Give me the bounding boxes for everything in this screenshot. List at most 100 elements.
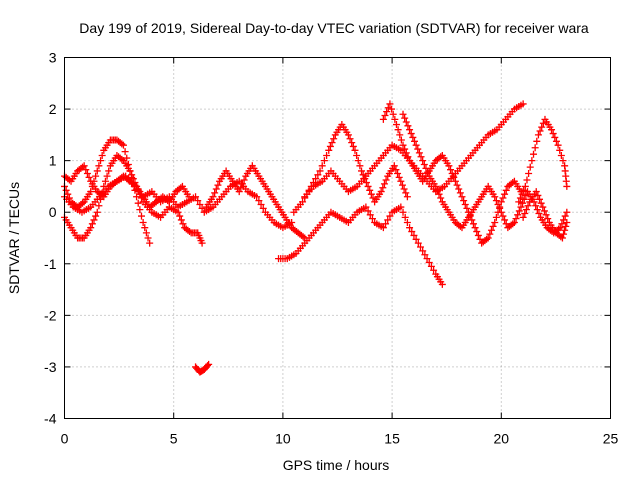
data-point (509, 220, 517, 228)
data-point (453, 181, 461, 189)
data-point (523, 176, 531, 184)
data-point (414, 239, 422, 247)
series-track-g (275, 203, 446, 288)
data-point (538, 123, 546, 131)
data-point (198, 204, 206, 212)
data-point (427, 262, 435, 270)
data-point (450, 173, 458, 181)
data-point (518, 190, 526, 198)
data-point (512, 215, 520, 223)
data-point (519, 199, 527, 207)
data-point (394, 170, 402, 178)
data-point (433, 186, 441, 194)
data-point (312, 175, 320, 183)
data-point (483, 235, 491, 243)
data-point (535, 210, 543, 218)
data-point (85, 173, 93, 181)
data-point (356, 162, 364, 170)
data-point (382, 220, 390, 228)
data-point (390, 162, 398, 170)
data-point (364, 182, 372, 190)
data-point (514, 211, 522, 219)
data-point (362, 179, 370, 187)
data-point (463, 204, 471, 212)
data-point (519, 100, 527, 108)
data-point (391, 115, 399, 123)
data-point (259, 204, 267, 212)
chart-title: Day 199 of 2019, Sidereal Day-to-day VTE… (79, 20, 589, 36)
grid-layer (64, 57, 611, 419)
data-point (211, 189, 219, 197)
data-point (323, 151, 331, 159)
data-point (445, 162, 453, 170)
data-point (531, 144, 539, 152)
data-point (257, 200, 265, 208)
y-tick-label: 2 (49, 101, 57, 117)
data-point (451, 177, 459, 185)
y-tick-label: -4 (44, 411, 57, 427)
data-point (369, 194, 377, 202)
data-point (386, 100, 394, 108)
data-point (344, 131, 352, 139)
data-point (177, 184, 185, 192)
data-point (121, 148, 129, 156)
data-point (419, 157, 427, 165)
data-point (532, 202, 540, 210)
data-point (419, 247, 427, 255)
data-point (402, 118, 410, 126)
data-point (383, 108, 391, 116)
data-point (299, 198, 307, 206)
data-point (489, 222, 497, 230)
data-point (176, 212, 184, 220)
data-point (522, 191, 530, 199)
data-point (554, 141, 562, 149)
data-point (214, 181, 222, 189)
data-point (90, 216, 98, 224)
data-point (318, 162, 326, 170)
data-point (353, 151, 361, 159)
plot-frame (64, 57, 611, 419)
data-point (409, 133, 417, 141)
data-point (539, 203, 547, 211)
data-point (141, 224, 149, 232)
data-point (198, 239, 206, 247)
data-point (563, 219, 571, 227)
data-point (521, 182, 529, 190)
data-point (346, 135, 354, 143)
data-point (494, 200, 502, 208)
data-point (65, 176, 73, 184)
data-point (364, 207, 372, 215)
data-point (139, 219, 147, 227)
data-point (510, 219, 518, 227)
x-tick-label: 10 (275, 431, 291, 447)
data-point (561, 226, 569, 234)
data-point (400, 185, 408, 193)
data-point (491, 219, 499, 227)
data-point (394, 126, 402, 134)
data-point (437, 194, 445, 202)
series-track-a (61, 136, 154, 247)
data-point (97, 157, 105, 165)
series-track-k (399, 110, 571, 237)
data-point (144, 234, 152, 242)
data-point (398, 181, 406, 189)
data-point (397, 203, 405, 211)
data-point (509, 179, 517, 187)
x-tick-label: 25 (603, 431, 619, 447)
data-point (404, 153, 412, 161)
data-point (526, 163, 534, 171)
data-point (487, 226, 495, 234)
data-point (423, 255, 431, 263)
data-point (408, 228, 416, 236)
data-point (105, 167, 113, 175)
y-tick-label: -2 (44, 307, 57, 323)
data-point (403, 219, 411, 227)
data-point (366, 211, 374, 219)
data-point (448, 170, 456, 178)
data-point (455, 185, 463, 193)
data-point (528, 157, 536, 165)
data-point (392, 166, 400, 174)
data-point (532, 188, 540, 196)
data-point (499, 194, 507, 202)
